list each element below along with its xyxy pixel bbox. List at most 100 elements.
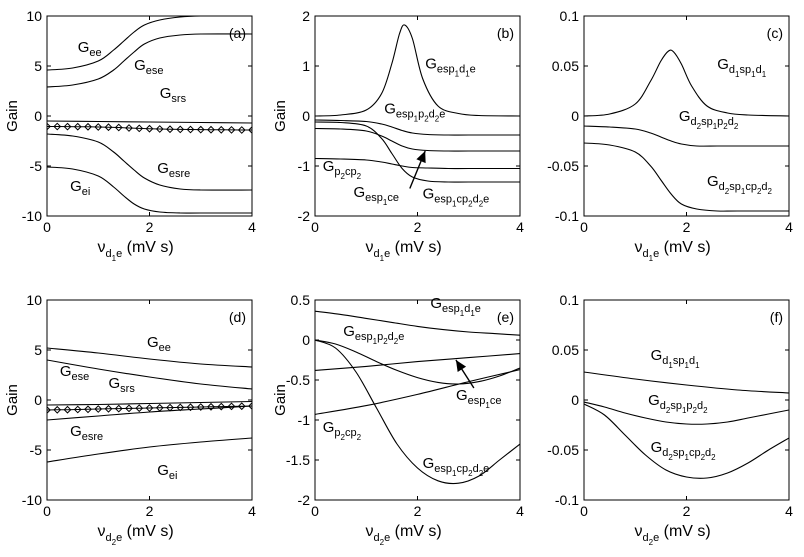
x-tick-label: 4 [516, 219, 524, 235]
x-tick-label: 0 [43, 503, 51, 519]
series-line-g-ee [47, 16, 252, 71]
marker-diamond [135, 404, 144, 413]
y-tick-label: -1 [298, 158, 311, 174]
marker-diamond [125, 124, 133, 132]
marker-diamond [94, 123, 103, 131]
y-axis-label: Gain [272, 384, 289, 416]
x-tick-label: 0 [43, 219, 51, 235]
panel-label: (f) [770, 309, 783, 325]
x-tick-label: 0 [580, 503, 588, 519]
marker-diamond [196, 403, 205, 411]
x-axis-label: νd1e (mV s) [366, 239, 442, 263]
series-line-g-d2sp1cp2d2 [584, 142, 789, 212]
series-line-g-esp1d1e [315, 24, 520, 117]
curve-label: Gesp1p2d2e [343, 323, 404, 346]
series-line-g-srs [47, 400, 252, 406]
y-tick-label: 5 [34, 58, 42, 74]
series-group [315, 24, 520, 183]
curve-label: Gei [157, 462, 177, 482]
marker-diamond [135, 124, 144, 133]
marker-diamond [145, 124, 154, 133]
curve-label: Gsrs [109, 375, 136, 395]
y-tick-label: 0 [571, 108, 579, 124]
panel-a: 0 2 4 -10 -5 0 5 10 Gain νd1e (mV s) (a) Gee Gese Gsr… [4, 8, 256, 263]
y-tick-label: 2 [302, 8, 310, 24]
panel-label: (b) [497, 25, 514, 41]
y-tick-label: 0 [571, 392, 579, 408]
series-line-g-ei [47, 166, 252, 214]
x-axis-label: νd1e (mV s) [98, 239, 174, 263]
y-tick-label: -5 [30, 442, 43, 458]
curve-label: Gese [60, 363, 89, 383]
y-tick-label: -5 [30, 158, 43, 174]
x-tick-label: 2 [414, 503, 422, 519]
series-line-g-ese [47, 359, 252, 390]
series-line-g-p2cp2 [315, 369, 520, 415]
y-tick-label: 1 [302, 58, 310, 74]
x-tick-label: 2 [414, 219, 422, 235]
y-tick-label: 0 [34, 108, 42, 124]
marker-diamond [155, 125, 164, 133]
marker-diamond [47, 406, 51, 414]
marker-diamond [73, 405, 82, 414]
curve-label: Gesp1cp2d2e [423, 186, 490, 209]
y-tick-label: 0.5 [291, 292, 311, 308]
panel-c: 0 2 4 -0.1 -0.05 0 0.05 0.1 νd1e (mV s) (c)Gd1sp1… [547, 8, 793, 263]
curve-label: Gesp1ce [353, 184, 399, 207]
y-tick-label: -2 [298, 492, 311, 508]
marker-diamond [227, 125, 236, 134]
y-tick-label: 0 [302, 332, 310, 348]
series-line-g-esre [47, 405, 252, 421]
curve-label: Gesp1p2d2e [384, 101, 445, 124]
marker-diamond [186, 125, 195, 134]
marker-diamond [53, 405, 62, 414]
curve-label: Gd2sp1p2d2 [648, 392, 708, 415]
y-tick-label: -0.05 [547, 158, 579, 174]
series-group [47, 347, 252, 463]
y-tick-label: -10 [22, 208, 42, 224]
series-line-g-esp1p2d2e [315, 339, 520, 385]
x-tick-label: 2 [146, 219, 154, 235]
marker-diamond [114, 123, 123, 132]
curve-label: Gesre [70, 423, 103, 443]
y-axis-label: Gain [4, 384, 21, 416]
y-tick-label: 0.05 [552, 58, 579, 74]
series-line-g-ee [47, 347, 252, 368]
series-group [315, 310, 520, 485]
x-tick-label: 4 [785, 503, 793, 519]
curve-label: Gd2sp1cp2d2 [707, 173, 773, 196]
x-tick-label: 4 [516, 503, 524, 519]
curve-label: Gesp1d1e [425, 56, 476, 79]
y-tick-label: 0.1 [560, 8, 580, 24]
series-line-g-esp1d1e [315, 310, 520, 336]
y-tick-label: -0.1 [555, 208, 579, 224]
marker-diamond [248, 402, 252, 410]
x-tick-label: 2 [683, 219, 691, 235]
marker-diamond [104, 404, 113, 413]
series-group [584, 371, 789, 479]
marker-diamond [114, 404, 123, 413]
curve-label: Gesp1ce [456, 387, 502, 410]
series-line-g-esp1cp2d2e [315, 339, 520, 485]
curve-label: Gesp1d1e [430, 295, 481, 318]
x-tick-label: 0 [580, 219, 588, 235]
panel-label: (d) [229, 309, 246, 325]
series-line-g-p2cp2 [315, 157, 520, 170]
marker-diamond [94, 405, 103, 413]
y-tick-label: -10 [22, 492, 42, 508]
marker-diamond [125, 404, 133, 413]
marker-diamond [207, 125, 215, 134]
x-axis-label: νd1e (mV s) [635, 239, 711, 263]
marker-diamond [166, 125, 174, 134]
y-tick-label: 0.1 [560, 292, 580, 308]
series-line-g-srs [47, 120, 252, 124]
y-tick-label: 5 [34, 342, 42, 358]
y-tick-label: -2 [298, 208, 311, 224]
curve-label: Gese [134, 57, 163, 77]
marker-diamond [237, 402, 246, 411]
y-tick-label: 10 [26, 292, 42, 308]
series-line-g-d2sp1p2d2 [584, 401, 789, 425]
x-tick-label: 4 [785, 219, 793, 235]
x-tick-label: 2 [146, 503, 154, 519]
y-axis-label: Gain [272, 100, 289, 132]
